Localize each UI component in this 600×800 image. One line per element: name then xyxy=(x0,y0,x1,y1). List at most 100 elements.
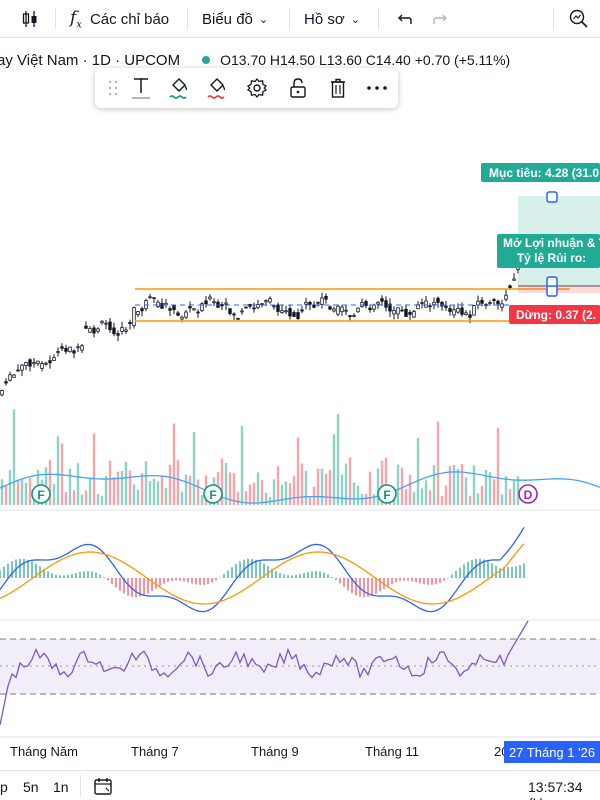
candle-body xyxy=(24,362,28,366)
volume-bar xyxy=(20,479,24,505)
function-icon: fx xyxy=(70,7,82,31)
macd-histogram-bar xyxy=(263,563,265,578)
candlestick-type-button[interactable] xyxy=(20,0,40,38)
gear-icon xyxy=(246,77,268,99)
macd-histogram-bar xyxy=(71,574,73,578)
chart-layout-button[interactable]: Biểu đồ ⌄ xyxy=(202,0,268,38)
volume-bar xyxy=(184,474,188,505)
candle-body xyxy=(48,360,52,364)
volume-bar xyxy=(276,466,280,505)
volume-bar xyxy=(348,457,352,505)
macd-histogram-bar xyxy=(411,578,413,582)
volume-bar xyxy=(440,496,444,505)
candle-body xyxy=(512,278,516,281)
volume-bar xyxy=(336,413,340,505)
date-range-button[interactable] xyxy=(93,776,113,799)
position-handle xyxy=(546,285,558,297)
quick-search-button[interactable] xyxy=(568,0,590,38)
candle-body xyxy=(288,308,292,317)
open-pl-label[interactable]: Mở Lợi nhuận & T Tỷ lệ Rủi ro: xyxy=(497,234,600,268)
volume-bar xyxy=(168,464,172,505)
macd-histogram-bar xyxy=(331,576,333,578)
macd-histogram-bar xyxy=(323,572,325,578)
candle-body xyxy=(160,303,164,309)
volume-bar xyxy=(452,465,456,505)
volume-bar xyxy=(264,492,268,505)
symbol-title[interactable]: ay Việt Nam · 1D · UPCOM xyxy=(0,51,181,69)
lock-button[interactable] xyxy=(284,74,312,102)
candle-body xyxy=(480,299,484,304)
macd-histogram-bar xyxy=(147,578,149,594)
candle-body xyxy=(336,305,340,315)
toolbar-divider xyxy=(80,775,81,797)
candle-body xyxy=(468,314,472,318)
volume-bar xyxy=(228,472,232,505)
high-value: H14.50 xyxy=(269,52,316,68)
time-axis[interactable]: Tháng Năm Tháng 7 Tháng 9 Tháng 11 20 xyxy=(0,738,600,764)
candle-body xyxy=(128,322,132,325)
volume-bar xyxy=(256,472,260,505)
candle-body xyxy=(72,350,76,354)
position-handle xyxy=(546,191,558,203)
candle-body xyxy=(372,304,376,310)
more-options-button[interactable] xyxy=(363,74,391,102)
candle-body xyxy=(256,303,260,309)
profile-label: Hồ sơ xyxy=(304,10,345,28)
macd-histogram-bar xyxy=(283,574,285,578)
candle-body xyxy=(316,301,320,304)
indicators-button[interactable]: fx Các chỉ báo xyxy=(70,0,169,38)
clock-readout[interactable]: 13:57:34 (U xyxy=(528,779,583,800)
macd-histogram-bar xyxy=(167,578,169,583)
candle-body xyxy=(272,305,276,308)
candle-body xyxy=(392,309,396,315)
target-label[interactable]: Mục tiêu: 4.28 (31.0 xyxy=(481,163,600,182)
volume-bar xyxy=(188,475,192,505)
macd-histogram-bar xyxy=(111,578,113,584)
volume-bar xyxy=(444,485,448,505)
macd-histogram-bar xyxy=(51,573,53,578)
drag-handle[interactable] xyxy=(99,74,127,102)
volume-bar xyxy=(104,475,108,505)
candle-body xyxy=(368,307,372,311)
interval-button[interactable]: p xyxy=(0,779,8,795)
candle-body xyxy=(476,300,480,306)
macd-histogram-bar xyxy=(435,578,437,585)
macd-histogram-bar xyxy=(27,559,29,578)
macd-histogram-bar xyxy=(363,578,365,598)
change-value: +0.70 (+5.11%) xyxy=(414,52,511,68)
text-color-button[interactable] xyxy=(127,74,155,102)
macd-histogram-bar xyxy=(479,558,481,578)
toolbar-divider xyxy=(289,8,290,30)
fill-color-button[interactable] xyxy=(203,74,231,102)
macd-histogram-bar xyxy=(63,575,65,578)
candle-body xyxy=(284,310,288,313)
redo-button[interactable] xyxy=(432,0,450,38)
macd-histogram-bar xyxy=(275,571,277,578)
candle-body xyxy=(108,321,112,331)
volume-bar xyxy=(176,460,180,505)
interval-button[interactable]: 5n xyxy=(23,779,39,795)
macd-histogram-bar xyxy=(503,566,505,578)
macd-histogram-bar xyxy=(299,574,301,578)
interval-button[interactable]: 1n xyxy=(53,779,69,795)
candle-body xyxy=(248,304,252,307)
profile-button[interactable]: Hồ sơ ⌄ xyxy=(304,0,360,38)
search-chart-icon xyxy=(569,9,588,28)
delete-button[interactable] xyxy=(324,74,352,102)
volume-bar xyxy=(148,480,152,505)
stop-label[interactable]: Dừng: 0.37 (2. xyxy=(509,305,600,324)
macd-histogram-bar xyxy=(19,558,21,578)
candle-body xyxy=(52,357,56,362)
volume-bar xyxy=(236,492,240,505)
volume-bar xyxy=(100,495,104,505)
candle-body xyxy=(32,362,36,365)
settings-button[interactable] xyxy=(243,74,271,102)
undo-button[interactable] xyxy=(395,0,413,38)
macd-histogram-bar xyxy=(251,558,253,578)
line-color-button[interactable] xyxy=(165,74,193,102)
candle-body xyxy=(112,327,116,335)
macd-histogram-bar xyxy=(155,578,157,589)
candle-body xyxy=(340,306,344,313)
volume-bar xyxy=(324,473,328,505)
